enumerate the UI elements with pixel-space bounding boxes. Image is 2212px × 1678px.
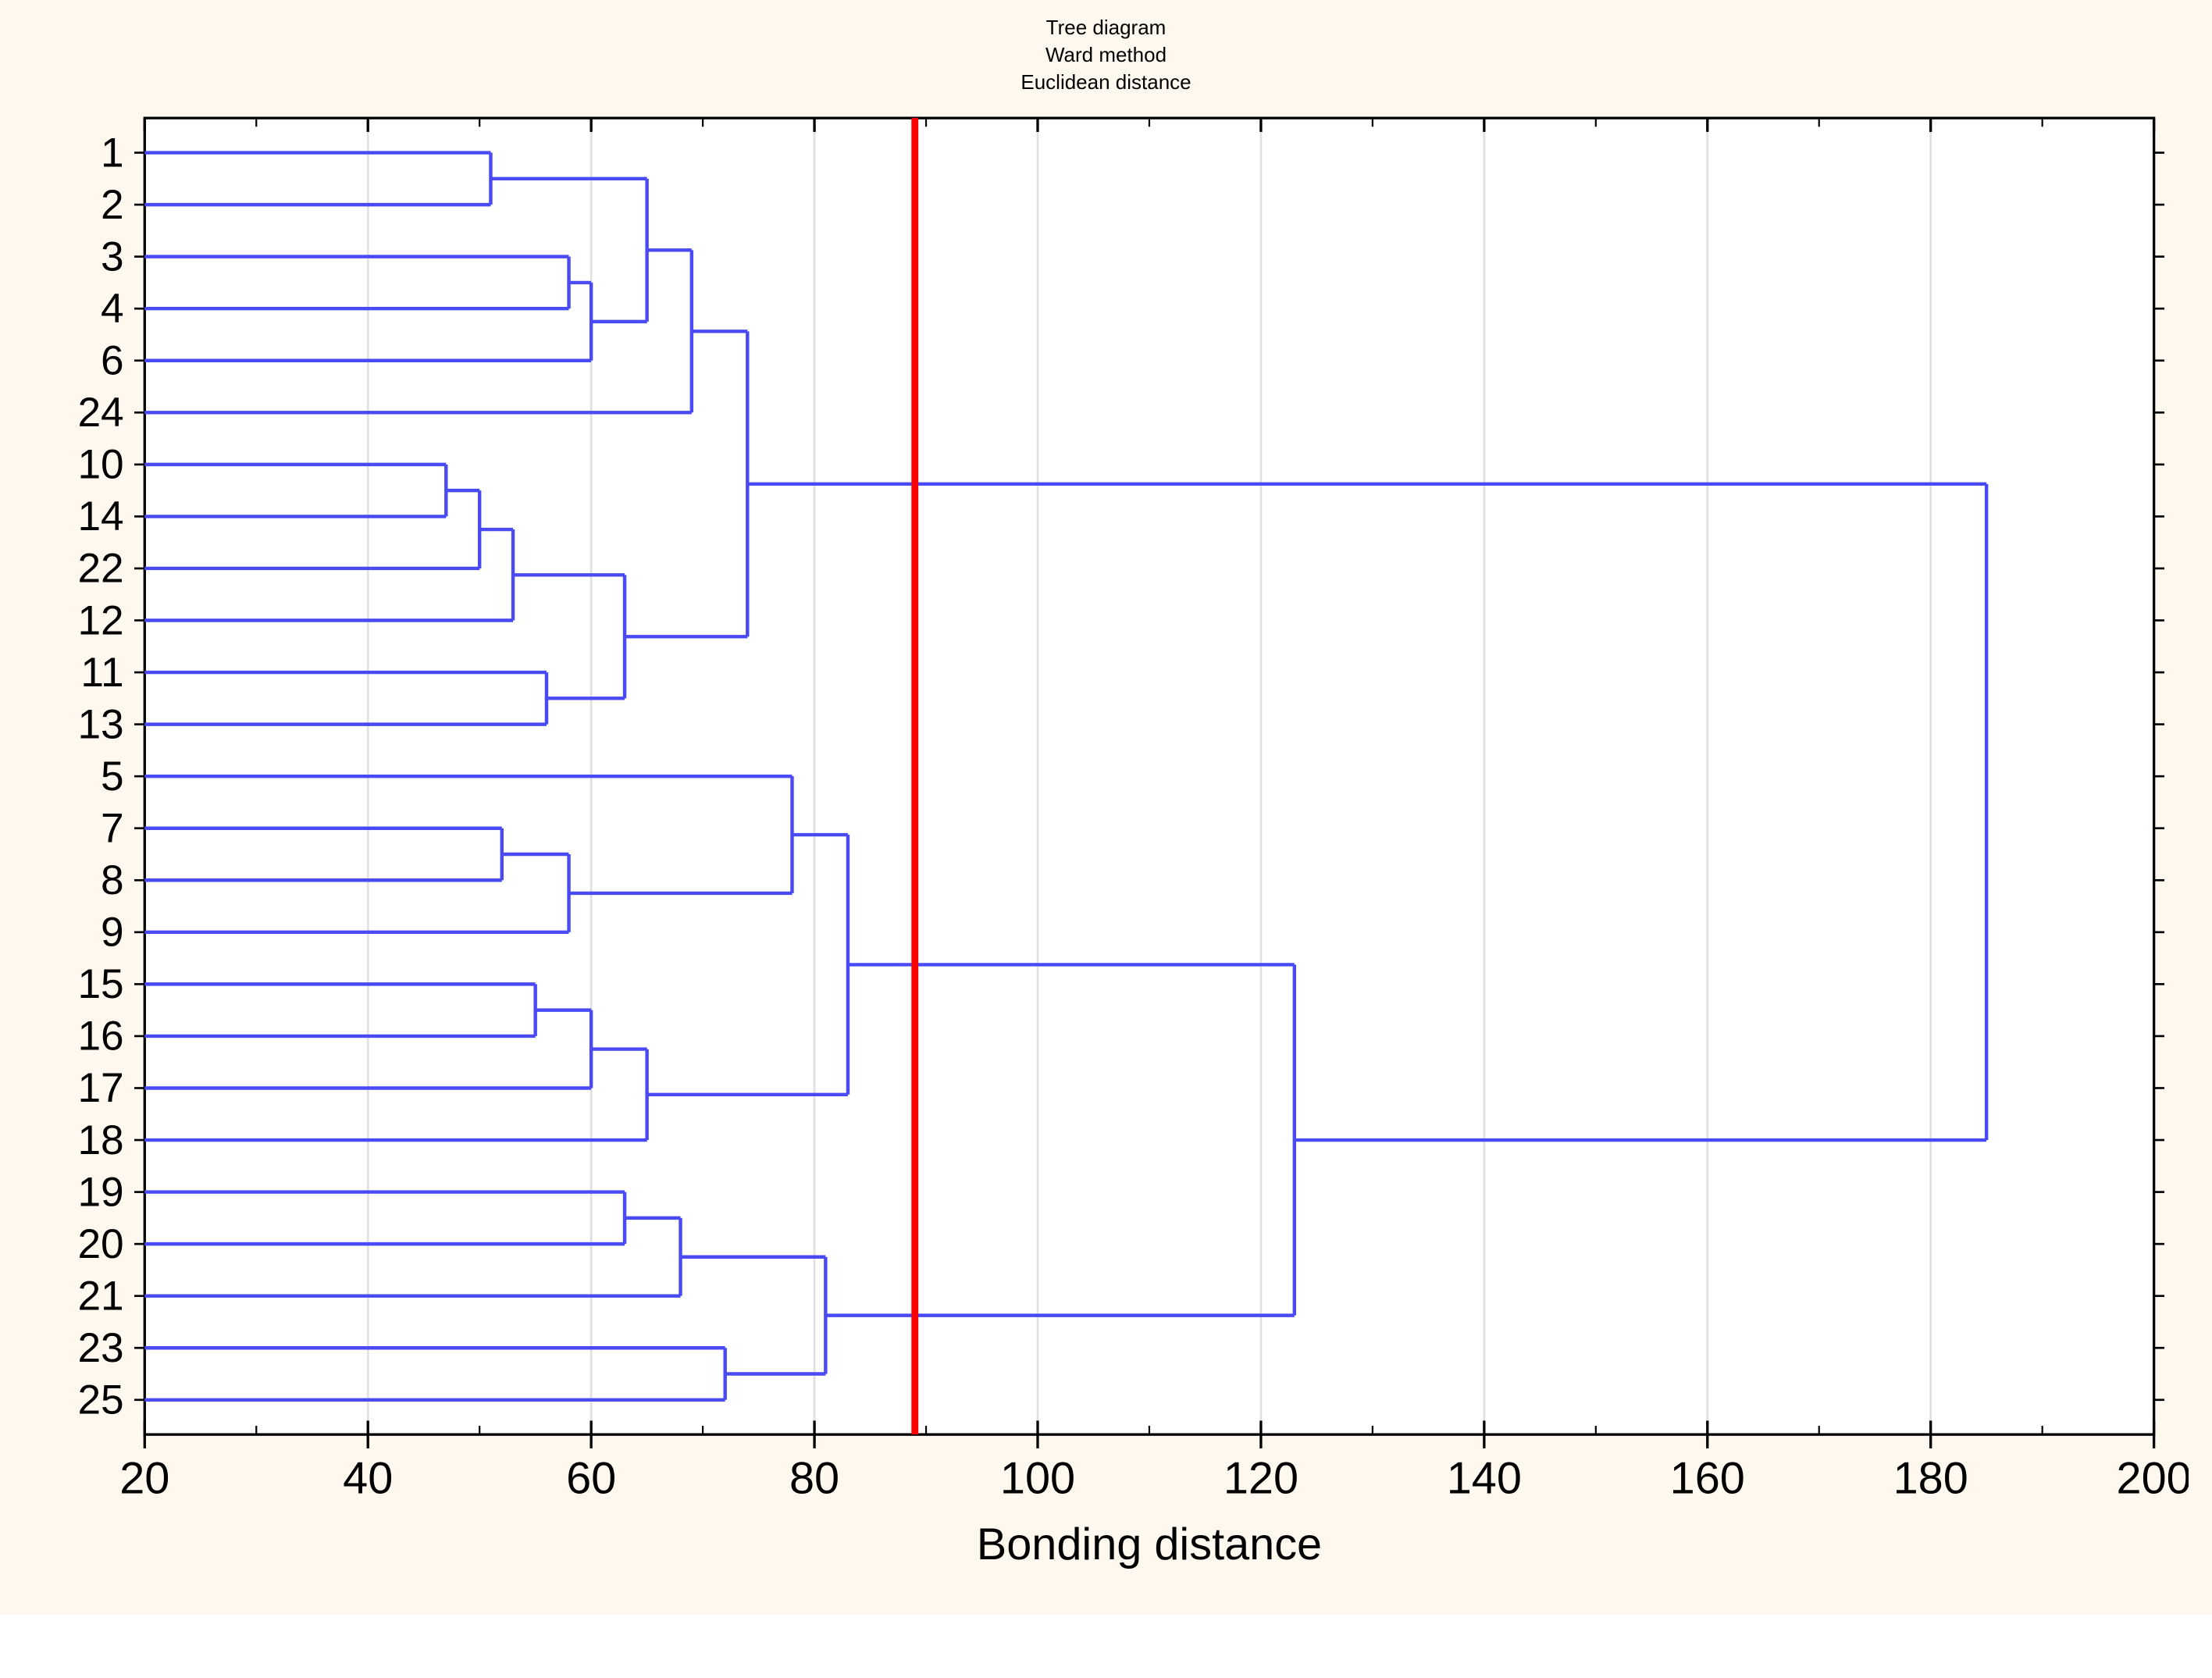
x-tick-label: 120	[1224, 1454, 1298, 1504]
leaf-label: 5	[101, 753, 124, 800]
title-line-2: Ward method	[23, 41, 2189, 69]
x-tick-label: 180	[1893, 1454, 1968, 1504]
leaf-label: 22	[77, 546, 123, 592]
leaf-label: 15	[77, 961, 123, 1007]
leaf-label: 3	[101, 234, 124, 280]
leaf-label: 1	[101, 130, 124, 176]
leaf-label: 7	[101, 806, 124, 852]
leaf-label: 8	[101, 857, 124, 903]
title-line-1: Tree diagram	[23, 14, 2189, 41]
leaf-label: 24	[77, 390, 123, 436]
leaf-label: 11	[80, 650, 123, 696]
leaf-label: 14	[77, 493, 123, 540]
x-tick-label: 200	[2117, 1454, 2189, 1504]
leaf-label: 12	[77, 598, 123, 644]
x-tick-label: 20	[119, 1454, 169, 1504]
x-axis-label: Bonding distance	[977, 1519, 1322, 1569]
leaf-label: 10	[77, 442, 123, 488]
leaf-label: 4	[101, 286, 124, 332]
dendrogram-chart: 20406080100120140160180200Bonding distan…	[23, 101, 2189, 1591]
x-tick-label: 40	[343, 1454, 393, 1504]
x-tick-label: 100	[1000, 1454, 1075, 1504]
x-tick-label: 140	[1447, 1454, 1522, 1504]
leaf-label: 19	[77, 1170, 123, 1216]
leaf-label: 23	[77, 1325, 123, 1371]
leaf-label: 9	[101, 910, 124, 956]
chart-titles: Tree diagram Ward method Euclidean dista…	[23, 14, 2189, 96]
leaf-label: 13	[77, 702, 123, 748]
leaf-label: 2	[101, 182, 124, 228]
x-tick-label: 160	[1670, 1454, 1745, 1504]
leaf-label: 21	[77, 1274, 123, 1320]
leaf-label: 20	[77, 1221, 123, 1267]
leaf-label: 25	[77, 1377, 123, 1423]
x-tick-label: 60	[566, 1454, 616, 1504]
leaf-label: 6	[101, 338, 124, 384]
leaf-label: 17	[77, 1066, 123, 1112]
leaf-label: 18	[77, 1117, 123, 1163]
chart-outer: Tree diagram Ward method Euclidean dista…	[0, 0, 2212, 1615]
title-line-3: Euclidean distance	[23, 69, 2189, 96]
chart-svg-wrap: 20406080100120140160180200Bonding distan…	[23, 101, 2189, 1594]
x-tick-label: 80	[789, 1454, 839, 1504]
leaf-label: 16	[77, 1014, 123, 1060]
